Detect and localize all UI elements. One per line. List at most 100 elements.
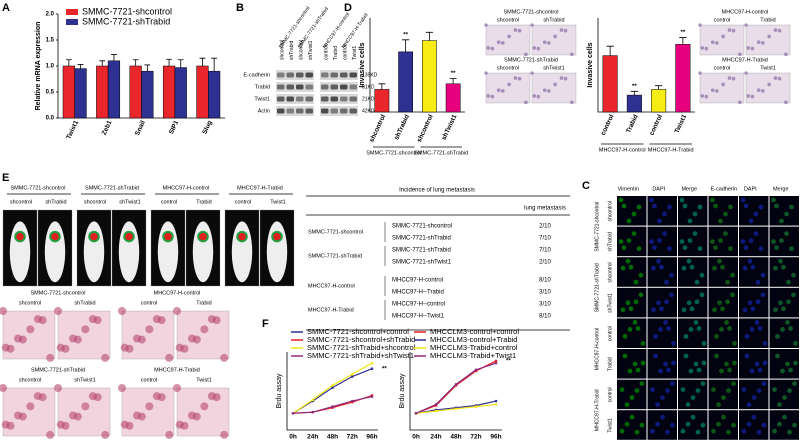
if-row: shcontrol <box>607 201 613 221</box>
histology-title: MHCC97-H-Trabid <box>154 367 200 373</box>
if-cell <box>761 381 767 386</box>
legend-swatch <box>66 9 78 15</box>
if-group: MHCC97-H-control <box>594 328 600 371</box>
x-tick-label: control <box>648 113 664 136</box>
if-cell <box>683 334 689 339</box>
if-cell <box>780 368 785 374</box>
bar <box>174 67 187 119</box>
x-tick-label: 48h <box>450 434 461 441</box>
error-bar <box>99 60 106 66</box>
bar <box>196 65 209 119</box>
if-cell <box>750 306 756 312</box>
if-column: Merge <box>773 186 789 192</box>
if-image <box>617 287 647 318</box>
bar <box>208 70 221 119</box>
if-cell <box>621 245 627 251</box>
cell <box>559 28 564 32</box>
if-cell <box>622 353 628 359</box>
blot-lane: shTwist1 <box>308 40 314 60</box>
x-tick-label: Twist1 <box>674 113 689 134</box>
cell <box>145 325 154 334</box>
if-cell <box>632 361 638 367</box>
error-bar <box>111 54 117 61</box>
if-cell <box>725 299 730 305</box>
axis <box>409 352 502 431</box>
cell <box>88 392 97 401</box>
if-cell <box>724 320 729 325</box>
point <box>311 410 315 414</box>
if-cell <box>683 353 689 359</box>
if-cell <box>685 402 691 407</box>
x-tick-label: 0h <box>289 434 297 441</box>
if-cell <box>694 299 700 305</box>
if-cell <box>688 327 694 332</box>
if-cell <box>631 231 637 237</box>
histology-label: shcontrol <box>19 377 41 383</box>
signal <box>49 230 61 243</box>
if-cell <box>625 300 631 306</box>
x-tick-label: SIP1 <box>168 119 180 135</box>
point <box>350 399 354 403</box>
mouse-group-title: SMMC-7721-shcontrol <box>10 185 65 191</box>
if-cell <box>700 422 706 428</box>
if-cell <box>639 381 645 386</box>
if-cell <box>753 231 759 237</box>
y-axis-label: Invasive cells <box>587 42 594 87</box>
cell <box>118 384 126 392</box>
panel-label: E <box>2 172 9 184</box>
if-cell <box>663 361 668 367</box>
if-cell <box>665 388 670 393</box>
blot-lane: shTrabid <box>289 41 295 60</box>
cell <box>721 82 725 87</box>
table-cell: 2/10 <box>539 224 551 230</box>
if-image <box>678 287 708 318</box>
cell <box>165 430 174 439</box>
cell <box>145 402 154 411</box>
x-tick-label: Twist1 <box>65 119 80 140</box>
if-cell <box>650 428 655 434</box>
signal <box>271 230 283 243</box>
blot-lane: control <box>342 45 348 60</box>
histology-label: Trabid <box>196 300 211 306</box>
if-column: Merge <box>681 186 697 192</box>
cell <box>750 94 755 99</box>
y-axis-label: Invasive cells <box>359 42 366 87</box>
if-cell <box>618 197 624 203</box>
if-column: DAPI <box>652 186 665 192</box>
if-cell <box>634 429 640 435</box>
y-tick-label: 2.0 <box>46 12 55 18</box>
cell <box>26 402 35 411</box>
if-cell <box>664 279 669 285</box>
table-cell: SMMC-7721-shcontrol <box>392 224 452 230</box>
cell <box>486 46 491 50</box>
if-cell <box>730 272 735 278</box>
if-cell <box>626 238 632 244</box>
x-tick-label: control <box>600 113 616 136</box>
if-cell <box>723 231 728 237</box>
if-cell <box>659 306 664 312</box>
if-cell <box>666 367 671 373</box>
if-cell <box>656 258 661 264</box>
table-cell: MHCC97-H--Twist1 <box>392 314 445 320</box>
group-label: SMMC-7721-shTrabid <box>414 150 468 156</box>
histology-label: control <box>141 300 158 306</box>
x-tick-label: Zeb1 <box>101 119 114 136</box>
if-cell <box>694 279 700 285</box>
if-image <box>769 287 799 318</box>
cell <box>200 402 209 411</box>
if-cell <box>651 265 656 271</box>
bar <box>675 44 691 113</box>
if-cell <box>743 203 749 209</box>
if-cell <box>740 197 746 203</box>
if-cell <box>786 299 791 305</box>
if-cell <box>671 341 676 346</box>
bar <box>445 83 461 113</box>
if-cell <box>636 204 642 210</box>
if-cell <box>747 258 753 264</box>
bar <box>96 65 109 119</box>
error-bar <box>144 64 151 72</box>
cell <box>120 343 129 352</box>
if-cell <box>618 239 624 245</box>
if-cell <box>685 421 691 427</box>
cell <box>33 315 42 324</box>
